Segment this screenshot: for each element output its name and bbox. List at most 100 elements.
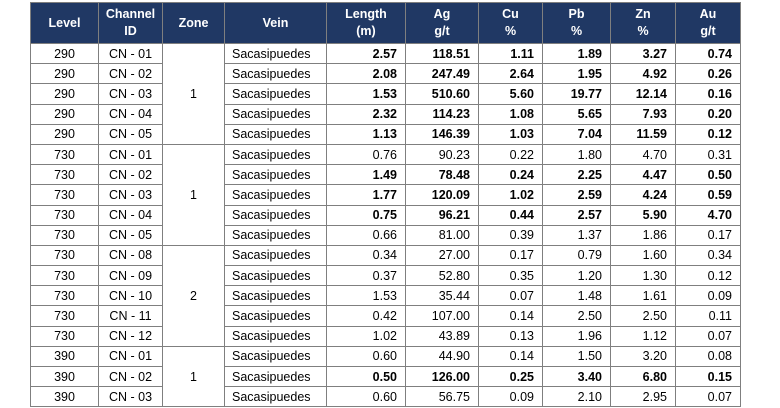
header-text: %	[637, 24, 649, 38]
value-cell: 0.31	[675, 143, 741, 166]
value-cell: 5.60	[478, 83, 543, 105]
header-text: Au	[699, 7, 717, 21]
value-cell: 0.07	[478, 285, 543, 307]
value-cell: 2.25	[542, 164, 611, 186]
value-cell: 96.21	[405, 204, 479, 226]
value-cell: 114.23	[405, 103, 479, 125]
value-cell: 0.50	[675, 164, 741, 186]
channel-cell: CN - 05	[98, 123, 163, 145]
value-cell: 0.07	[675, 325, 741, 347]
value-cell: 0.14	[478, 305, 543, 327]
value-cell: 0.17	[675, 224, 741, 246]
table-row: 290 CN - 04 Sacasipuedes 2.32 114.23 1.08 5.65…	[30, 103, 741, 125]
header-text: Ag	[433, 7, 451, 21]
value-cell: 2.10	[542, 386, 611, 408]
table-row: 730 CN - 01 1 Sacasipuedes 0.76 90.23 0.22 1.80…	[30, 143, 741, 246]
channel-cell: CN - 02	[98, 164, 163, 186]
level-cell: 730	[30, 164, 99, 186]
header-text: Zone	[178, 15, 209, 30]
value-cell: 1.11	[478, 42, 543, 65]
value-cell: 3.40	[542, 365, 611, 388]
value-cell: 247.49	[405, 63, 479, 85]
zone-cell: 1	[162, 345, 225, 408]
value-cell: 118.51	[405, 42, 479, 65]
value-cell: 1.49	[326, 164, 406, 186]
assay-table: Level Channel ID Zone Vein Length (m) Ag g/t Cu% P…	[30, 2, 741, 408]
value-cell: 2.08	[326, 63, 406, 85]
column-header: Channel ID	[98, 2, 163, 44]
value-cell: 0.24	[478, 164, 543, 186]
value-cell: 35.44	[405, 285, 479, 307]
value-cell: 5.65	[542, 103, 611, 125]
column-header: Cu%	[478, 2, 543, 44]
value-cell: 0.74	[675, 42, 741, 65]
value-cell: 2.57	[542, 204, 611, 226]
table-row: 390 CN - 01 1 Sacasipuedes 0.60 44.90 0.14 1.50…	[30, 345, 741, 408]
value-cell: 1.61	[610, 285, 676, 307]
value-cell: 0.34	[675, 244, 741, 267]
value-cell: 0.13	[478, 325, 543, 347]
value-cell: 120.09	[405, 184, 479, 206]
value-cell: 146.39	[405, 123, 479, 145]
channel-cell: CN - 03	[98, 184, 163, 206]
header-text: Level	[48, 15, 81, 30]
level-cell: 290	[30, 83, 99, 105]
level-cell: 290	[30, 63, 99, 85]
table-row: 290 CN - 05 Sacasipuedes 1.13 146.39 1.03 7.04…	[30, 123, 741, 145]
column-header: Length (m)	[326, 2, 406, 44]
value-cell: 2.50	[610, 305, 676, 327]
value-cell: 90.23	[405, 143, 479, 166]
vein-cell: Sacasipuedes	[224, 345, 327, 368]
table-row: 290 CN - 02 Sacasipuedes 2.08 247.49 2.64 1.95…	[30, 63, 741, 85]
value-cell: 2.95	[610, 386, 676, 408]
value-cell: 1.37	[542, 224, 611, 246]
vein-cell: Sacasipuedes	[224, 164, 327, 186]
vein-cell: Sacasipuedes	[224, 244, 327, 267]
table-row: 730 CN - 10 Sacasipuedes 1.53 35.44 0.07 1.48 1…	[30, 285, 741, 307]
value-cell: 4.70	[610, 143, 676, 166]
value-cell: 0.35	[478, 265, 543, 287]
level-cell: 290	[30, 103, 99, 125]
value-cell: 1.89	[542, 42, 611, 65]
header-text: ID	[124, 24, 137, 38]
value-cell: 0.25	[478, 365, 543, 388]
value-cell: 0.60	[326, 386, 406, 408]
value-cell: 0.50	[326, 365, 406, 388]
value-cell: 1.48	[542, 285, 611, 307]
channel-cell: CN - 09	[98, 265, 163, 287]
level-cell: 730	[30, 265, 99, 287]
vein-cell: Sacasipuedes	[224, 285, 327, 307]
vein-cell: Sacasipuedes	[224, 265, 327, 287]
value-cell: 0.20	[675, 103, 741, 125]
header-text: Cu	[502, 7, 519, 21]
vein-cell: Sacasipuedes	[224, 365, 327, 388]
value-cell: 4.70	[675, 204, 741, 226]
value-cell: 0.09	[478, 386, 543, 408]
level-cell: 730	[30, 184, 99, 206]
value-cell: 1.20	[542, 265, 611, 287]
channel-cell: CN - 04	[98, 103, 163, 125]
value-cell: 81.00	[405, 224, 479, 246]
value-cell: 43.89	[405, 325, 479, 347]
zone-cell: 2	[162, 244, 225, 347]
value-cell: 1.80	[542, 143, 611, 166]
value-cell: 0.75	[326, 204, 406, 226]
header-text: Zn	[635, 7, 651, 21]
vein-cell: Sacasipuedes	[224, 63, 327, 85]
level-cell: 730	[30, 244, 99, 267]
value-cell: 0.12	[675, 123, 741, 145]
column-header: Level	[30, 2, 99, 44]
value-cell: 1.13	[326, 123, 406, 145]
header-text: Length	[345, 7, 387, 21]
table-row: 390 CN - 03 Sacasipuedes 0.60 56.75 0.09 2.10 2…	[30, 386, 741, 408]
level-cell: 390	[30, 365, 99, 388]
value-cell: 4.24	[610, 184, 676, 206]
value-cell: 4.92	[610, 63, 676, 85]
value-cell: 0.22	[478, 143, 543, 166]
value-cell: 0.34	[326, 244, 406, 267]
value-cell: 19.77	[542, 83, 611, 105]
column-header: Ag g/t	[405, 2, 479, 44]
value-cell: 0.60	[326, 345, 406, 368]
channel-cell: CN - 02	[98, 63, 163, 85]
channel-cell: CN - 11	[98, 305, 163, 327]
